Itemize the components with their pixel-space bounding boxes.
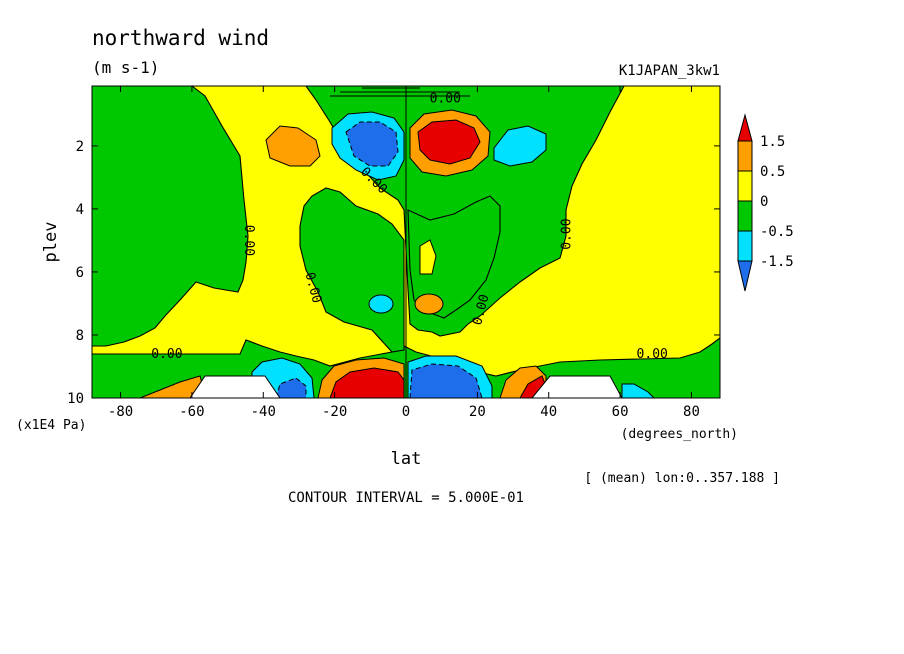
fill-blue-lower: [409, 363, 483, 398]
contour-label: 0.00: [637, 347, 668, 362]
fill-blue-lower-left: [275, 377, 307, 398]
contour-interval: CONTOUR INTERVAL = 5.000E-01: [288, 490, 524, 506]
fill-blue-upper: [345, 121, 399, 167]
run-id: K1JAPAN_3kw1: [619, 63, 720, 79]
colorbar-segment: [737, 260, 753, 292]
x-tick-label: -40: [251, 404, 276, 420]
contour-label: 0.00: [560, 218, 575, 249]
y-axis: 2 4 6 8 10: [67, 139, 720, 407]
x-tick-label: 0: [402, 404, 410, 420]
x-tick-label: -80: [108, 404, 133, 420]
x-axis: -80 -60 -40 -20 0 20 40 60 80: [108, 86, 700, 420]
y-tick-label: 4: [76, 202, 84, 218]
x-tick-label: -20: [322, 404, 347, 420]
colorbar: 1.5 0.5 0 -0.5 -1.5: [737, 113, 794, 292]
fill-cyan-lower-right: [621, 383, 655, 398]
x-tick-label: 60: [612, 404, 629, 420]
fill-yellow-notch: [419, 239, 437, 275]
fill-cyan-mid: [368, 294, 394, 314]
y-tick-label: 2: [76, 139, 84, 155]
y-axis-units: (x1E4 Pa): [16, 418, 86, 433]
topography-left: [189, 375, 281, 398]
top-detail-lines: [330, 87, 470, 97]
fill-yellow-upper: [92, 86, 720, 377]
mean-note: [ (mean) lon:0..357.188 ]: [584, 471, 780, 486]
x-tick-label: 80: [683, 404, 700, 420]
x-tick-label: 40: [540, 404, 557, 420]
chart-title: northward wind: [92, 26, 269, 50]
contour-label: 0.00: [430, 92, 461, 107]
fill-red-lower: [329, 367, 405, 398]
colorbar-label: 0.5: [760, 164, 785, 180]
colorbar-segment: [737, 113, 753, 142]
contour-label: 0.00: [151, 347, 182, 362]
y-axis-label: plev: [41, 222, 61, 263]
fill-orange-mid: [414, 293, 444, 315]
contour-plot-area: 0.000.000.000.000.000.000.00 0.00: [92, 86, 720, 398]
colorbar-segment: [737, 140, 753, 172]
y-tick-label: 6: [76, 265, 84, 281]
y-tick-label: 8: [76, 328, 84, 344]
x-tick-label: 20: [469, 404, 486, 420]
contour-labels: 0.000.000.000.000.000.000.00 0.00: [151, 92, 668, 362]
chart-units: (m s-1): [92, 58, 159, 77]
colorbar-label: -1.5: [760, 254, 794, 270]
colorbar-label: 0: [760, 194, 768, 210]
fill-cyan-upper-right: [493, 125, 547, 167]
x-axis-label: lat: [391, 449, 422, 469]
topography-right: [531, 375, 623, 398]
colorbar-segment: [737, 230, 753, 262]
colorbar-label: 1.5: [760, 134, 785, 150]
x-axis-units: (degrees_north): [621, 427, 738, 442]
colorbar-label: -0.5: [760, 224, 794, 240]
fill-orange-lower-left: [139, 375, 207, 398]
colorbar-segment: [737, 170, 753, 202]
y-tick-label: 10: [67, 391, 84, 407]
contour-label: 0.00: [241, 225, 256, 256]
fill-red-upper: [417, 119, 481, 165]
colorbar-segment: [737, 200, 753, 232]
fill-orange-upper-left: [265, 125, 321, 167]
x-tick-label: -60: [179, 404, 204, 420]
